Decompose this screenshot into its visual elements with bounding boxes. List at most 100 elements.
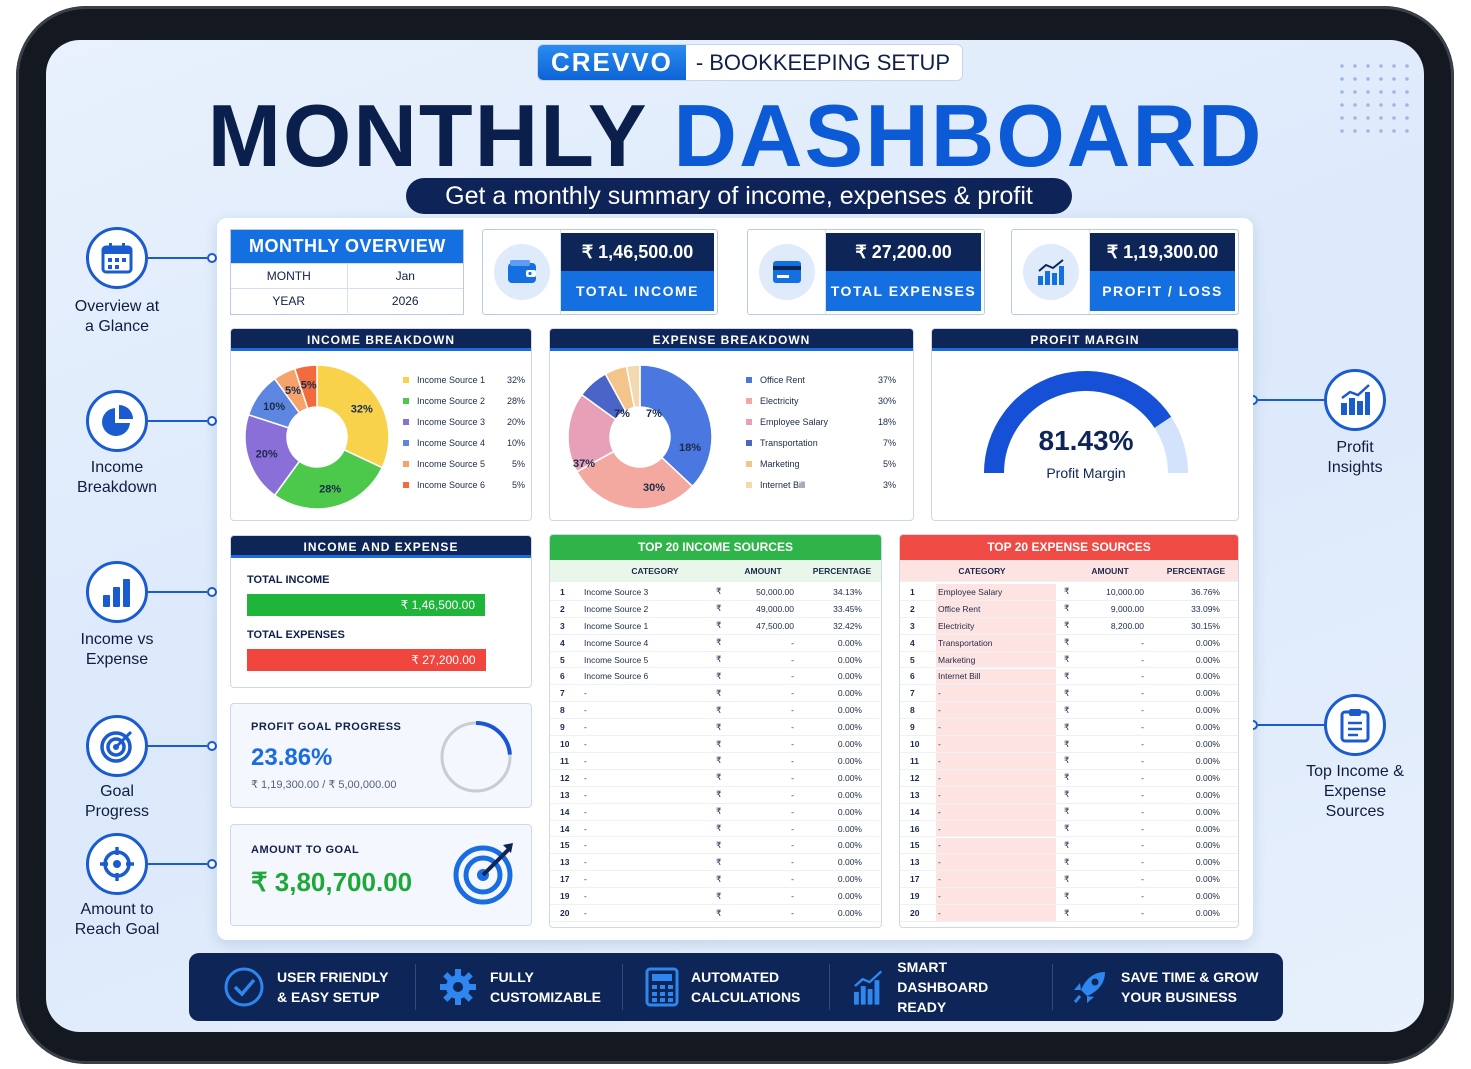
legend-pct: 7% bbox=[882, 437, 896, 448]
table-row: 8 - ₹ - 0.00% bbox=[550, 702, 881, 720]
legend-name: Office Rent bbox=[760, 374, 805, 385]
profit-margin-title: PROFIT MARGIN bbox=[932, 329, 1238, 351]
table-row: 3 Income Source 1 ₹ 47,500.00 32.42% bbox=[550, 617, 881, 635]
table-row: 19 - ₹ - 0.00% bbox=[550, 888, 881, 906]
table-row: 19 - ₹ - 0.00% bbox=[900, 888, 1238, 906]
features-bar: USER FRIENDLY & EASY SETUP FULLY CUSTOMIZA… bbox=[189, 953, 1283, 1021]
legend-name: Electricity bbox=[760, 395, 799, 406]
goal-title: PROFIT GOAL PROGRESS bbox=[251, 721, 402, 733]
side-label-right-1: Profit Insights bbox=[1327, 439, 1383, 476]
connector-line bbox=[148, 420, 207, 422]
legend-item: Office Rent 37% bbox=[746, 369, 896, 390]
income-breakdown-title: INCOME BREAKDOWN bbox=[231, 329, 531, 351]
connector-dot bbox=[207, 741, 217, 751]
legend-pct: 3% bbox=[882, 479, 896, 490]
legend-pct: 5% bbox=[511, 479, 525, 490]
legend-name: Income Source 5 bbox=[417, 458, 486, 469]
legend-item: Income Source 3 20% bbox=[403, 411, 525, 432]
income-bar-label: TOTAL INCOME bbox=[247, 574, 330, 586]
monthly-overview: MONTHLY OVERVIEW MONTH Jan YEAR 2026 bbox=[230, 229, 464, 315]
amount-to-goal-title: AMOUNT TO GOAL bbox=[251, 844, 360, 856]
donut-label: 10% bbox=[263, 401, 285, 413]
donut-slice bbox=[625, 364, 641, 409]
legend-pct: 10% bbox=[506, 437, 525, 448]
gauge-fill bbox=[984, 371, 1172, 474]
legend-swatch bbox=[403, 481, 409, 488]
donut-label: 5% bbox=[285, 385, 301, 397]
legend-name: Income Source 1 bbox=[417, 374, 486, 385]
donut-label: 32% bbox=[351, 404, 373, 416]
legend-name: Income Source 2 bbox=[417, 395, 486, 406]
connector-dot bbox=[207, 587, 217, 597]
goal-percent: 23.86% bbox=[251, 744, 333, 771]
table-row: 4 Transportation ₹ - 0.00% bbox=[900, 634, 1238, 652]
legend-name: Income Source 3 bbox=[417, 416, 486, 427]
dot-pattern-decoration bbox=[1340, 64, 1409, 133]
brand-logo: CREVVO bbox=[538, 45, 686, 80]
profit-margin-gauge bbox=[984, 371, 1188, 474]
income-donut-chart: 32%28%20%10%5% 5% bbox=[244, 364, 390, 510]
legend-swatch bbox=[746, 439, 752, 446]
legend-pct: 37% bbox=[877, 374, 896, 385]
page-subtitle: Get a monthly summary of income, expense… bbox=[406, 178, 1072, 214]
table-header: CATEGORY AMOUNT PERCENTAGE bbox=[900, 560, 1238, 582]
donut-slice bbox=[639, 364, 713, 488]
top-expense-title: TOP 20 EXPENSE SOURCES bbox=[900, 535, 1238, 560]
side-label-left-3: Income vs Expense bbox=[80, 631, 154, 668]
legend-item: Income Source 4 10% bbox=[403, 432, 525, 453]
connector-line bbox=[148, 591, 207, 593]
legend-name: Income Source 6 bbox=[417, 479, 486, 490]
feature-4-line2: DASHBOARD READY bbox=[897, 979, 989, 1015]
expense-donut-chart: 37% 30% 18% 7% 7% bbox=[567, 364, 713, 510]
side-label-left-5: Amount to Reach Goal bbox=[74, 901, 160, 938]
total-income-value: ₹ 1,46,500.00 bbox=[561, 233, 714, 271]
income-bar-value: ₹ 1,46,500.00 bbox=[400, 598, 475, 612]
legend-pct: 28% bbox=[506, 395, 525, 406]
table-row: 9 - ₹ - 0.00% bbox=[550, 719, 881, 737]
connector-line bbox=[1258, 724, 1324, 726]
table-row: 12 - ₹ - 0.00% bbox=[550, 769, 881, 787]
legend-pct: 5% bbox=[511, 458, 525, 469]
legend-swatch bbox=[746, 376, 752, 383]
table-row: 13 - ₹ - 0.00% bbox=[900, 786, 1238, 804]
feature-4-line1: SMART bbox=[897, 959, 948, 975]
donut-label: 5% bbox=[301, 380, 317, 392]
card-icon bbox=[758, 244, 815, 300]
table-row: 5 Marketing ₹ - 0.00% bbox=[900, 651, 1238, 669]
legend-name: Transportation bbox=[760, 437, 818, 448]
connector-line bbox=[148, 257, 207, 259]
legend-pct: 32% bbox=[506, 374, 525, 385]
profit-margin-value: 81.43% bbox=[1038, 425, 1134, 456]
total-income-label: TOTAL INCOME bbox=[561, 271, 714, 311]
target-arrow-icon bbox=[453, 843, 513, 905]
feature-3-line2: CALCULATIONS bbox=[691, 989, 801, 1005]
growth-chart-icon bbox=[1022, 244, 1079, 300]
legend-item: Internet Bill 3% bbox=[746, 474, 896, 495]
table-row: 3 Electricity ₹ 8,200.00 30.15% bbox=[900, 617, 1238, 635]
connector-dot bbox=[207, 253, 217, 263]
year-value[interactable]: 2026 bbox=[391, 294, 419, 308]
month-value[interactable]: Jan bbox=[395, 269, 415, 283]
year-label: YEAR bbox=[231, 289, 348, 313]
kpi-total-expenses: ₹ 27,200.00 TOTAL EXPENSES bbox=[747, 229, 985, 315]
title-part-1: MONTHLY bbox=[207, 86, 674, 185]
legend-item: Income Source 6 5% bbox=[403, 474, 525, 495]
feature-2-line1: FULLY bbox=[490, 969, 534, 985]
table-row: 11 - ₹ - 0.00% bbox=[900, 753, 1238, 770]
gear-icon bbox=[440, 969, 476, 1005]
legend-swatch bbox=[403, 439, 409, 446]
feature-1-line1: USER FRIENDLY bbox=[277, 969, 389, 985]
title-part-2: DASHBOARD bbox=[673, 86, 1264, 185]
expense-breakdown-card: EXPENSE BREAKDOWN 37% 30% 18% 7% 7% Office R… bbox=[549, 328, 914, 521]
table-row: 17 - ₹ - 0.00% bbox=[900, 871, 1238, 889]
overview-title: MONTHLY OVERVIEW bbox=[231, 230, 463, 263]
connector-line bbox=[148, 863, 207, 865]
growth-chart-icon bbox=[853, 970, 883, 1005]
table-row: 1 Income Source 3 ₹ 50,000.00 34.13% bbox=[550, 584, 881, 601]
donut-slice bbox=[316, 364, 390, 469]
legend-pct: 18% bbox=[877, 416, 896, 427]
table-row: 20 - ₹ - 0.00% bbox=[550, 905, 881, 922]
income-expense-card: INCOME AND EXPENSE TOTAL INCOME ₹ 1,46,5… bbox=[230, 535, 532, 688]
table-row: 2 Office Rent ₹ 9,000.00 33.09% bbox=[900, 600, 1238, 618]
top-expense-table: TOP 20 EXPENSE SOURCES CATEGORY AMOUNT P… bbox=[899, 534, 1239, 928]
